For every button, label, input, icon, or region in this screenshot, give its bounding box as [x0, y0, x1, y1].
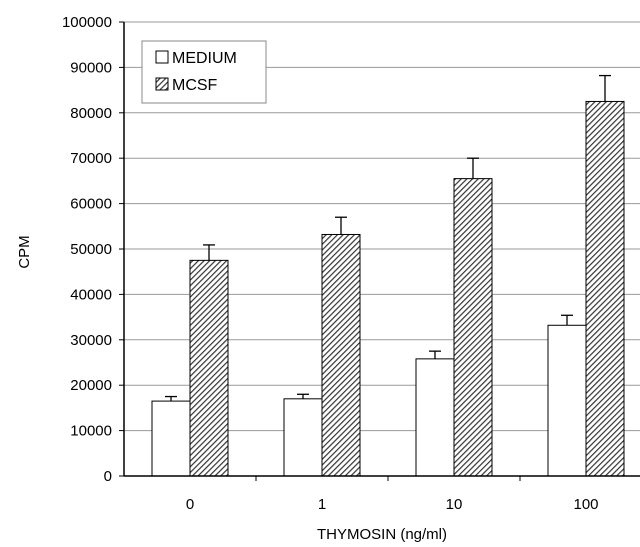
bar-medium-100: [547, 324, 587, 477]
y-tick-labels: 0 10000 20000 30000 40000 50000 60000 70000 8000…: [62, 14, 112, 485]
bar-medium-0: [151, 400, 191, 477]
y-tick-label: 20000: [70, 377, 112, 394]
legend-label-medium: MEDIUM: [172, 50, 237, 67]
y-tick-label: 90000: [70, 59, 112, 76]
x-tick-labels: 0 1 10 100: [186, 496, 599, 513]
legend-label-mcsf: MCSF: [172, 77, 218, 94]
y-tick-label: 70000: [70, 150, 112, 167]
bars: [151, 74, 625, 477]
y-tick-label: 80000: [70, 105, 112, 122]
y-tick-label: 50000: [70, 241, 112, 258]
legend-swatch-mcsf: [155, 77, 169, 91]
bar-medium-1: [283, 398, 323, 477]
bar-mcsf-1: [321, 233, 361, 477]
y-tick-label: 40000: [70, 286, 112, 303]
x-tick-label: 1: [318, 496, 326, 513]
legend: MEDIUM MCSF: [141, 40, 267, 104]
bar-mcsf-0: [189, 259, 229, 477]
y-tick-label: 0: [104, 468, 112, 485]
bar-mcsf-100: [585, 100, 625, 477]
y-axis-title: CPM: [16, 235, 33, 268]
x-tick-label: 100: [573, 496, 598, 513]
bar-medium-10: [415, 358, 455, 477]
y-tick-label: 100000: [62, 14, 112, 31]
x-axis-title: THYMOSIN (ng/ml): [317, 526, 447, 543]
bar-mcsf-10: [453, 178, 493, 477]
y-tick-label: 30000: [70, 332, 112, 349]
x-tick-label: 0: [186, 496, 194, 513]
x-tick-label: 10: [446, 496, 463, 513]
y-tick-label: 60000: [70, 196, 112, 213]
axes: [119, 21, 640, 481]
y-tick-label: 10000: [70, 423, 112, 440]
legend-swatch-medium: [155, 50, 169, 64]
